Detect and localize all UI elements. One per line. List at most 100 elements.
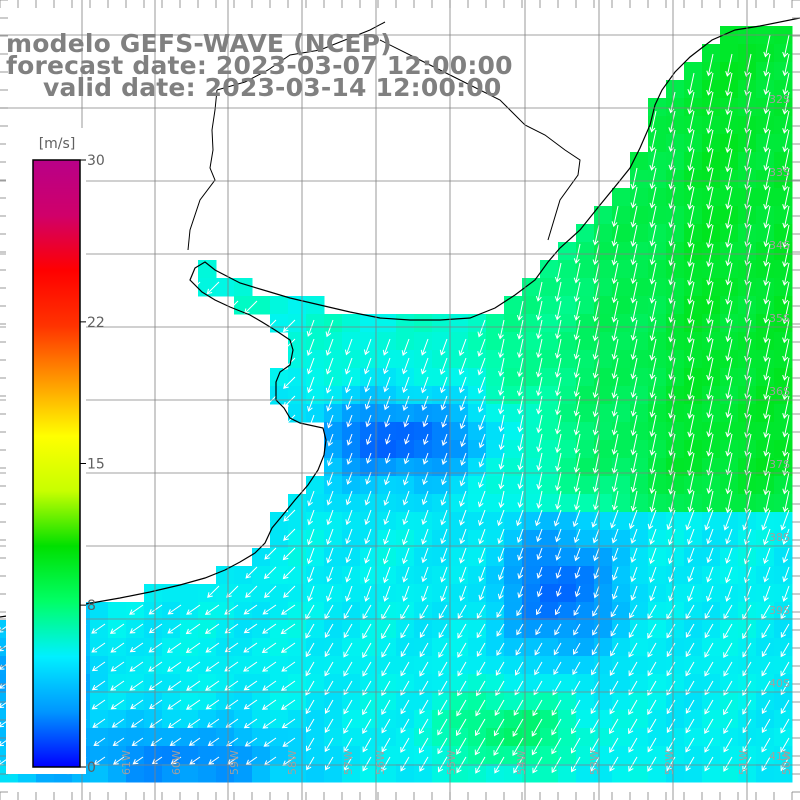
wind-arrow (457, 642, 467, 658)
wind-cell (360, 494, 379, 513)
wind-arrow (666, 623, 676, 639)
wind-cell (432, 764, 451, 783)
wind-cell (702, 512, 721, 531)
wind-arrow (573, 262, 581, 284)
wind-cell (486, 368, 505, 387)
wind-arrow (517, 357, 524, 378)
wind-cell (126, 692, 145, 711)
wind-arrow (282, 338, 296, 352)
wind-arrow (306, 357, 315, 375)
wind-cell (432, 422, 451, 441)
wind-cell (468, 512, 487, 531)
wind-arrow (649, 376, 657, 399)
longitude-label: 58W (286, 750, 299, 775)
wind-arrow (109, 623, 125, 634)
wind-cell (324, 728, 343, 747)
wind-cell (684, 728, 703, 747)
wind-cell (720, 62, 739, 81)
wind-cell (270, 386, 289, 405)
wind-cell (684, 224, 703, 243)
wind-arrow (458, 357, 467, 376)
wind-arrow (592, 414, 600, 436)
wind-cell (522, 476, 541, 495)
wind-arrow (244, 737, 258, 747)
wind-cell (522, 710, 541, 729)
wind-cell (756, 44, 775, 63)
wind-cell (684, 152, 703, 171)
longitude-label: 59W (228, 750, 241, 775)
wind-cell (468, 476, 487, 495)
wind-arrow (763, 262, 771, 286)
wind-arrow (687, 585, 695, 602)
wind-cell (432, 656, 451, 675)
wind-arrow (611, 528, 619, 544)
wind-arrow (630, 338, 638, 361)
wind-arrow (283, 509, 296, 522)
wind-cell (378, 314, 397, 333)
wind-cell (378, 602, 397, 621)
wind-arrow (129, 661, 144, 672)
wind-arrow (110, 642, 125, 653)
wind-arrow (516, 509, 524, 527)
wind-arrow (555, 319, 562, 340)
wind-arrow (383, 566, 391, 584)
border-line (379, 39, 581, 241)
wind-cell (414, 404, 433, 423)
wind-cell (630, 692, 649, 711)
wind-arrow (536, 528, 543, 543)
wind-arrow (611, 224, 619, 247)
wind-cell (432, 674, 451, 693)
wind-cell (450, 476, 469, 495)
wind-cell (540, 512, 559, 531)
wind-cell (558, 314, 577, 333)
wind-arrow (554, 414, 562, 435)
wind-arrow (761, 661, 771, 677)
wind-cell (702, 566, 721, 585)
wind-arrow (611, 490, 619, 511)
wind-cell (522, 638, 541, 657)
wind-cell (180, 728, 199, 747)
wind-cell (720, 332, 739, 351)
wind-cell (666, 224, 685, 243)
wind-cell (216, 584, 235, 603)
wind-cell (702, 494, 721, 513)
wind-cell (378, 458, 397, 477)
wind-cell (324, 566, 343, 585)
wind-cell (126, 674, 145, 693)
wind-cell (288, 692, 307, 711)
wind-arrow (611, 433, 619, 455)
wind-arrow (381, 661, 391, 677)
wind-arrow (439, 338, 448, 356)
wind-cell (558, 548, 577, 567)
wind-arrow (628, 642, 638, 658)
wind-cell (504, 368, 523, 387)
wind-arrow (687, 547, 695, 564)
wind-cell (630, 152, 649, 171)
wind-cell (756, 584, 775, 603)
wind-cell (684, 602, 703, 621)
wind-cell (756, 710, 775, 729)
wind-cell (396, 314, 415, 333)
wind-arrow (630, 433, 638, 456)
wind-cell (648, 584, 667, 603)
wind-arrow (243, 623, 258, 634)
wind-arrow (383, 490, 391, 506)
wind-arrow (630, 376, 638, 399)
wind-arrow (306, 547, 315, 565)
wind-arrow (725, 414, 733, 438)
wind-arrow (457, 623, 467, 639)
wind-arrow (493, 737, 505, 756)
wind-arrow (744, 528, 752, 545)
wind-cell (234, 710, 253, 729)
wind-arrow (186, 604, 201, 615)
wind-cell (396, 458, 415, 477)
wind-arrow (402, 471, 410, 486)
wind-arrow (573, 319, 581, 341)
wind-cell (306, 512, 325, 531)
wind-cell (648, 98, 667, 117)
wind-arrow (706, 186, 714, 210)
wind-cell (342, 494, 361, 513)
wind-cell (144, 674, 163, 693)
wind-arrow (609, 737, 619, 754)
wind-arrow (725, 585, 733, 602)
